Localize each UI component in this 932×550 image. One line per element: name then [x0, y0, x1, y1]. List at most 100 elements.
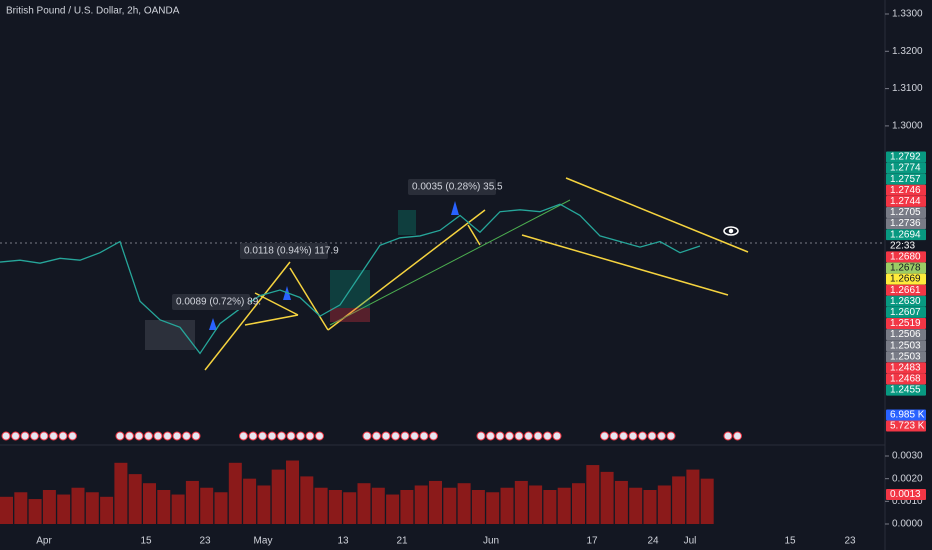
volume-badge-label: 5.723 K: [890, 421, 925, 432]
measure-label: 0.0089 (0.72%) 89.: [176, 297, 261, 308]
event-flag: [609, 431, 619, 441]
indicator-bar: [500, 487, 514, 524]
event-flag: [172, 431, 182, 441]
indicator-bar: [343, 492, 357, 524]
event-flag: [419, 431, 429, 441]
event-flag: [666, 431, 676, 441]
event-flag: [495, 431, 505, 441]
price-line: [0, 203, 701, 355]
event-flag: [296, 431, 305, 441]
price-badge-label: 1.2483: [890, 363, 921, 374]
indicator-bar: [686, 469, 700, 524]
eye-icon[interactable]: [723, 226, 739, 236]
price-badge-label: 1.2774: [890, 163, 921, 174]
indicator-bar: [400, 490, 414, 524]
indicator-bar: [185, 480, 199, 524]
price-badge-label: 1.2744: [890, 196, 921, 207]
event-flag: [600, 431, 609, 441]
event-flag: [68, 431, 77, 441]
indicator-bar: [42, 490, 56, 524]
event-flag: [191, 431, 201, 441]
event-flag: [267, 431, 277, 441]
event-flag: [115, 431, 125, 441]
price-tick-label: 1.3000: [892, 121, 923, 132]
event-flags: [1, 431, 742, 441]
event-flag: [125, 431, 134, 441]
price-badge-label: 1.2519: [890, 318, 921, 329]
indicator-bar: [128, 474, 142, 524]
indicator-tick-label: 0.0030: [892, 451, 923, 462]
event-flag: [381, 431, 391, 441]
time-label: 21: [396, 536, 408, 547]
indicator-bar: [14, 492, 28, 524]
price-badge: [886, 329, 926, 341]
indicator-bar: [457, 483, 471, 524]
event-flag: [647, 431, 657, 441]
price-badge-label: 1.2503: [890, 340, 921, 351]
measure-label-bg: [172, 294, 250, 310]
price-badge: [886, 362, 926, 374]
indicator-bar: [586, 465, 600, 524]
event-flag: [134, 431, 144, 441]
indicator-bar: [71, 487, 85, 524]
price-tick-label: 1.3200: [892, 46, 923, 57]
price-badge-label: 1.2503: [890, 351, 921, 362]
price-badge-label: 1.2746: [890, 185, 921, 196]
event-flag: [514, 431, 524, 441]
price-badge: [886, 218, 926, 230]
event-flag: [638, 431, 647, 441]
indicator-bar: [228, 462, 242, 524]
indicator-bar: [286, 460, 299, 524]
price-badge-label: 1.2630: [890, 296, 921, 307]
indicator-badge-label: 0.0013: [890, 489, 921, 500]
price-badge: [886, 273, 926, 285]
price-badge-label: 1.2669: [890, 274, 921, 285]
indicator-bar: [543, 490, 557, 524]
event-flag: [258, 431, 267, 441]
indicator-bar: [243, 478, 257, 524]
time-label: May: [254, 536, 273, 547]
price-badge: [886, 173, 926, 185]
event-flag: [733, 431, 742, 441]
event-flag: [286, 431, 296, 441]
position-box: [398, 210, 416, 235]
price-badge: [886, 229, 926, 241]
price-badge: [886, 162, 926, 174]
price-badge-label: 1.2468: [890, 374, 921, 385]
time-label: Jul: [684, 536, 697, 547]
event-flag: [524, 431, 533, 441]
price-badge: [886, 284, 926, 296]
event-flag: [39, 431, 49, 441]
indicator-bar: [371, 487, 385, 524]
indicator-bar: [672, 476, 686, 524]
indicator-bar: [657, 485, 671, 524]
event-flag: [723, 431, 733, 441]
indicator-bar: [614, 480, 628, 524]
indicator-bar: [114, 462, 128, 524]
event-flag: [144, 431, 153, 441]
event-flag: [1, 431, 11, 441]
event-flag: [49, 431, 58, 441]
event-flag: [543, 431, 552, 441]
event-flag: [305, 431, 315, 441]
indicator-bar: [643, 490, 657, 524]
price-badge-label: 1.2792: [890, 152, 921, 163]
indicator-bar: [143, 483, 156, 524]
event-flag: [552, 431, 562, 441]
event-flag: [486, 431, 495, 441]
event-flag: [11, 431, 20, 441]
indicator-bar: [171, 494, 185, 524]
indicator-tick-label: 0.0000: [892, 519, 923, 530]
event-flag: [30, 431, 39, 441]
indicator-bar: [414, 485, 428, 524]
indicator-bar: [357, 483, 371, 524]
event-flag: [410, 431, 419, 441]
indicator-bar: [486, 492, 500, 524]
indicator-bar: [629, 487, 643, 524]
price-badge-label: 1.2506: [890, 329, 921, 340]
event-flag: [182, 431, 191, 441]
price-badge-label: 1.2694: [890, 229, 921, 240]
indicator-bar: [0, 496, 13, 524]
